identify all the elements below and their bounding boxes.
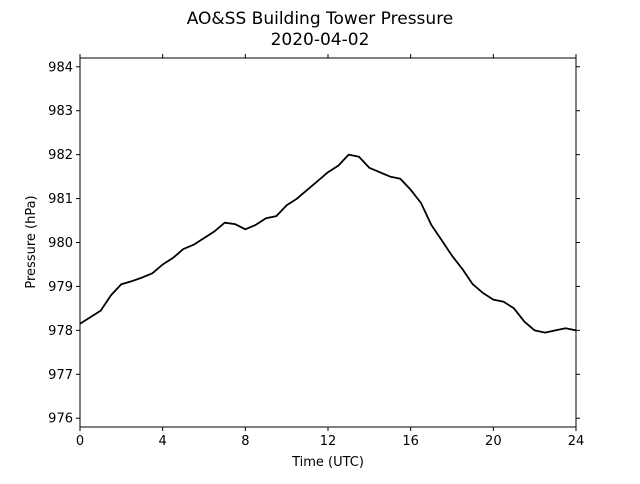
x-tick-label-5: 20 bbox=[485, 434, 502, 449]
y-tick-label-2: 978 bbox=[48, 324, 73, 339]
x-tick-label-1: 4 bbox=[159, 434, 167, 449]
x-tick-label-6: 24 bbox=[568, 434, 585, 449]
y-tick-label-0: 976 bbox=[48, 412, 73, 427]
plot-frame bbox=[79, 57, 577, 428]
series-line-0 bbox=[79, 153, 577, 334]
x-tick-label-4: 16 bbox=[402, 434, 419, 449]
y-axis-label: Pressure (hPa) bbox=[24, 195, 39, 288]
plot-area: 0 4 8 12 16 20 24 976 977 978 979 980 981 982 983 984 bbox=[48, 54, 584, 449]
y-tick-label-1: 977 bbox=[48, 368, 73, 383]
y-tick-label-6: 982 bbox=[48, 148, 73, 163]
y-tick-label-3: 979 bbox=[48, 280, 73, 295]
x-tick-label-3: 12 bbox=[320, 434, 337, 449]
y-tick-label-4: 980 bbox=[48, 236, 73, 251]
x-tick-label-2: 8 bbox=[241, 434, 249, 449]
y-tick-label-5: 981 bbox=[48, 192, 73, 207]
x-tick-label-0: 0 bbox=[76, 434, 84, 449]
chart-subtitle: 2020-04-02 bbox=[271, 30, 370, 50]
y-tick-label-7: 983 bbox=[48, 104, 73, 119]
y-tick-label-8: 984 bbox=[48, 60, 73, 75]
chart-title: AO&SS Building Tower Pressure bbox=[187, 9, 454, 29]
x-axis-label: Time (UTC) bbox=[291, 455, 364, 470]
